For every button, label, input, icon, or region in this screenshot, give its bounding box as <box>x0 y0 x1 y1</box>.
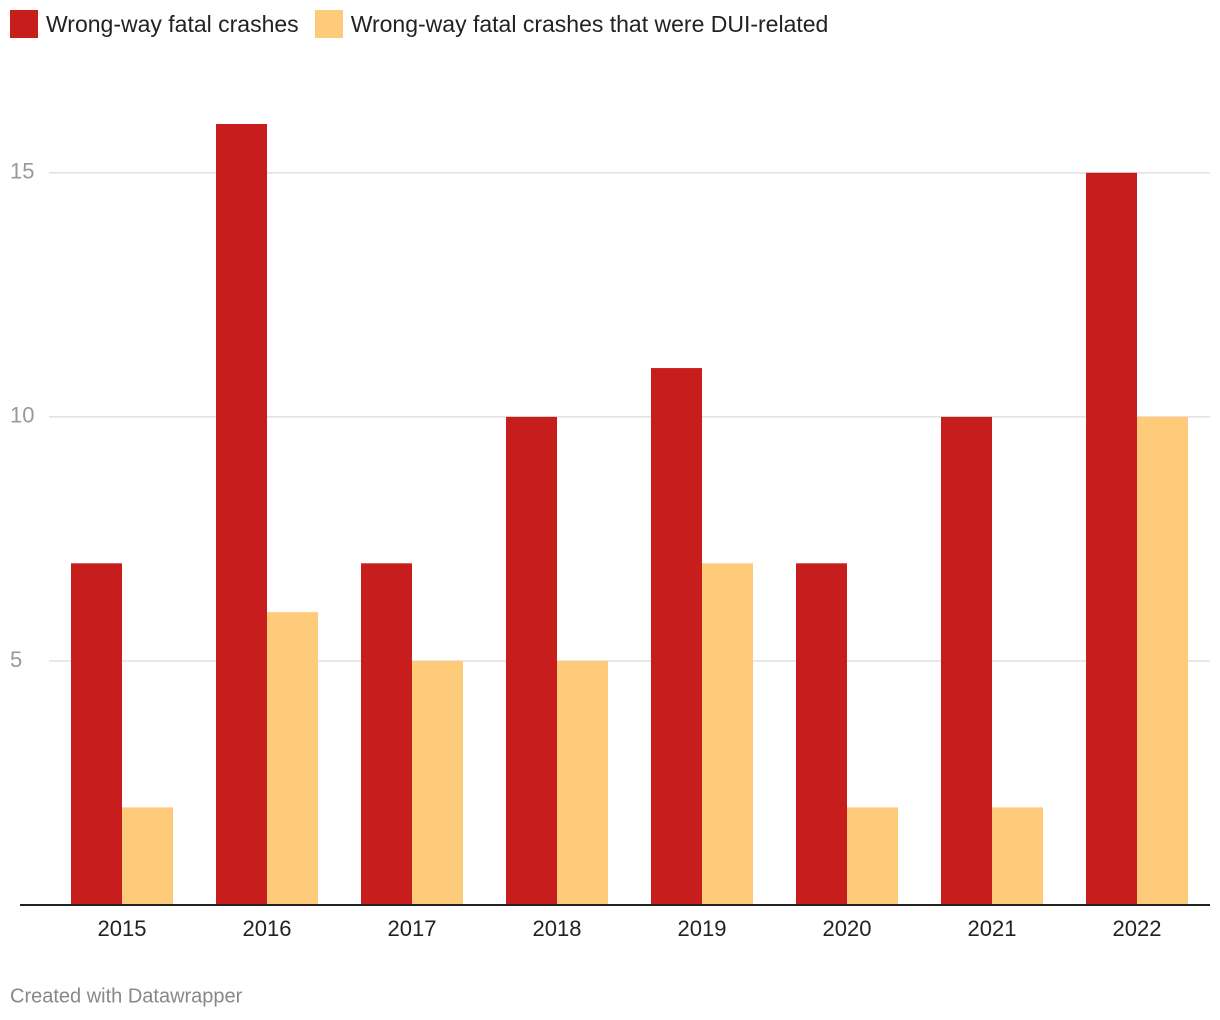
bar <box>557 660 608 905</box>
y-tick-label: 5 <box>10 647 22 672</box>
bar <box>1086 172 1137 905</box>
legend-swatch <box>314 10 343 38</box>
bar <box>941 416 992 905</box>
bar <box>361 563 412 905</box>
bar <box>71 563 122 905</box>
bar <box>651 368 702 905</box>
x-tick-label: 2022 <box>1113 916 1162 941</box>
legend: Wrong-way fatal crashes Wrong-way fatal c… <box>10 10 828 38</box>
y-tick-label: 15 <box>10 159 34 184</box>
x-tick-label: 2021 <box>968 916 1017 941</box>
bar <box>796 563 847 905</box>
legend-swatch <box>10 10 38 38</box>
bar <box>1137 416 1188 905</box>
bar <box>267 612 318 905</box>
legend-item: Wrong-way fatal crashes <box>10 10 299 38</box>
bar <box>847 807 898 905</box>
bar <box>506 416 557 905</box>
legend-label: Wrong-way fatal crashes that were DUI-re… <box>350 10 829 37</box>
x-tick-label: 2017 <box>388 916 437 941</box>
x-tick-label: 2015 <box>98 916 147 941</box>
x-tick-label: 2018 <box>533 916 582 941</box>
bar <box>122 807 173 905</box>
x-tick-label: 2020 <box>823 916 872 941</box>
legend-item: Wrong-way fatal crashes that were DUI-re… <box>314 10 829 38</box>
bar <box>702 563 753 905</box>
x-tick-label: 2019 <box>678 916 727 941</box>
y-tick-label: 10 <box>10 403 34 428</box>
bar <box>992 807 1043 905</box>
bar <box>216 124 267 905</box>
x-tick-label: 2016 <box>243 916 292 941</box>
legend-label: Wrong-way fatal crashes <box>46 10 299 37</box>
bar <box>412 660 463 905</box>
source: Created with Datawrapper <box>10 985 243 1007</box>
